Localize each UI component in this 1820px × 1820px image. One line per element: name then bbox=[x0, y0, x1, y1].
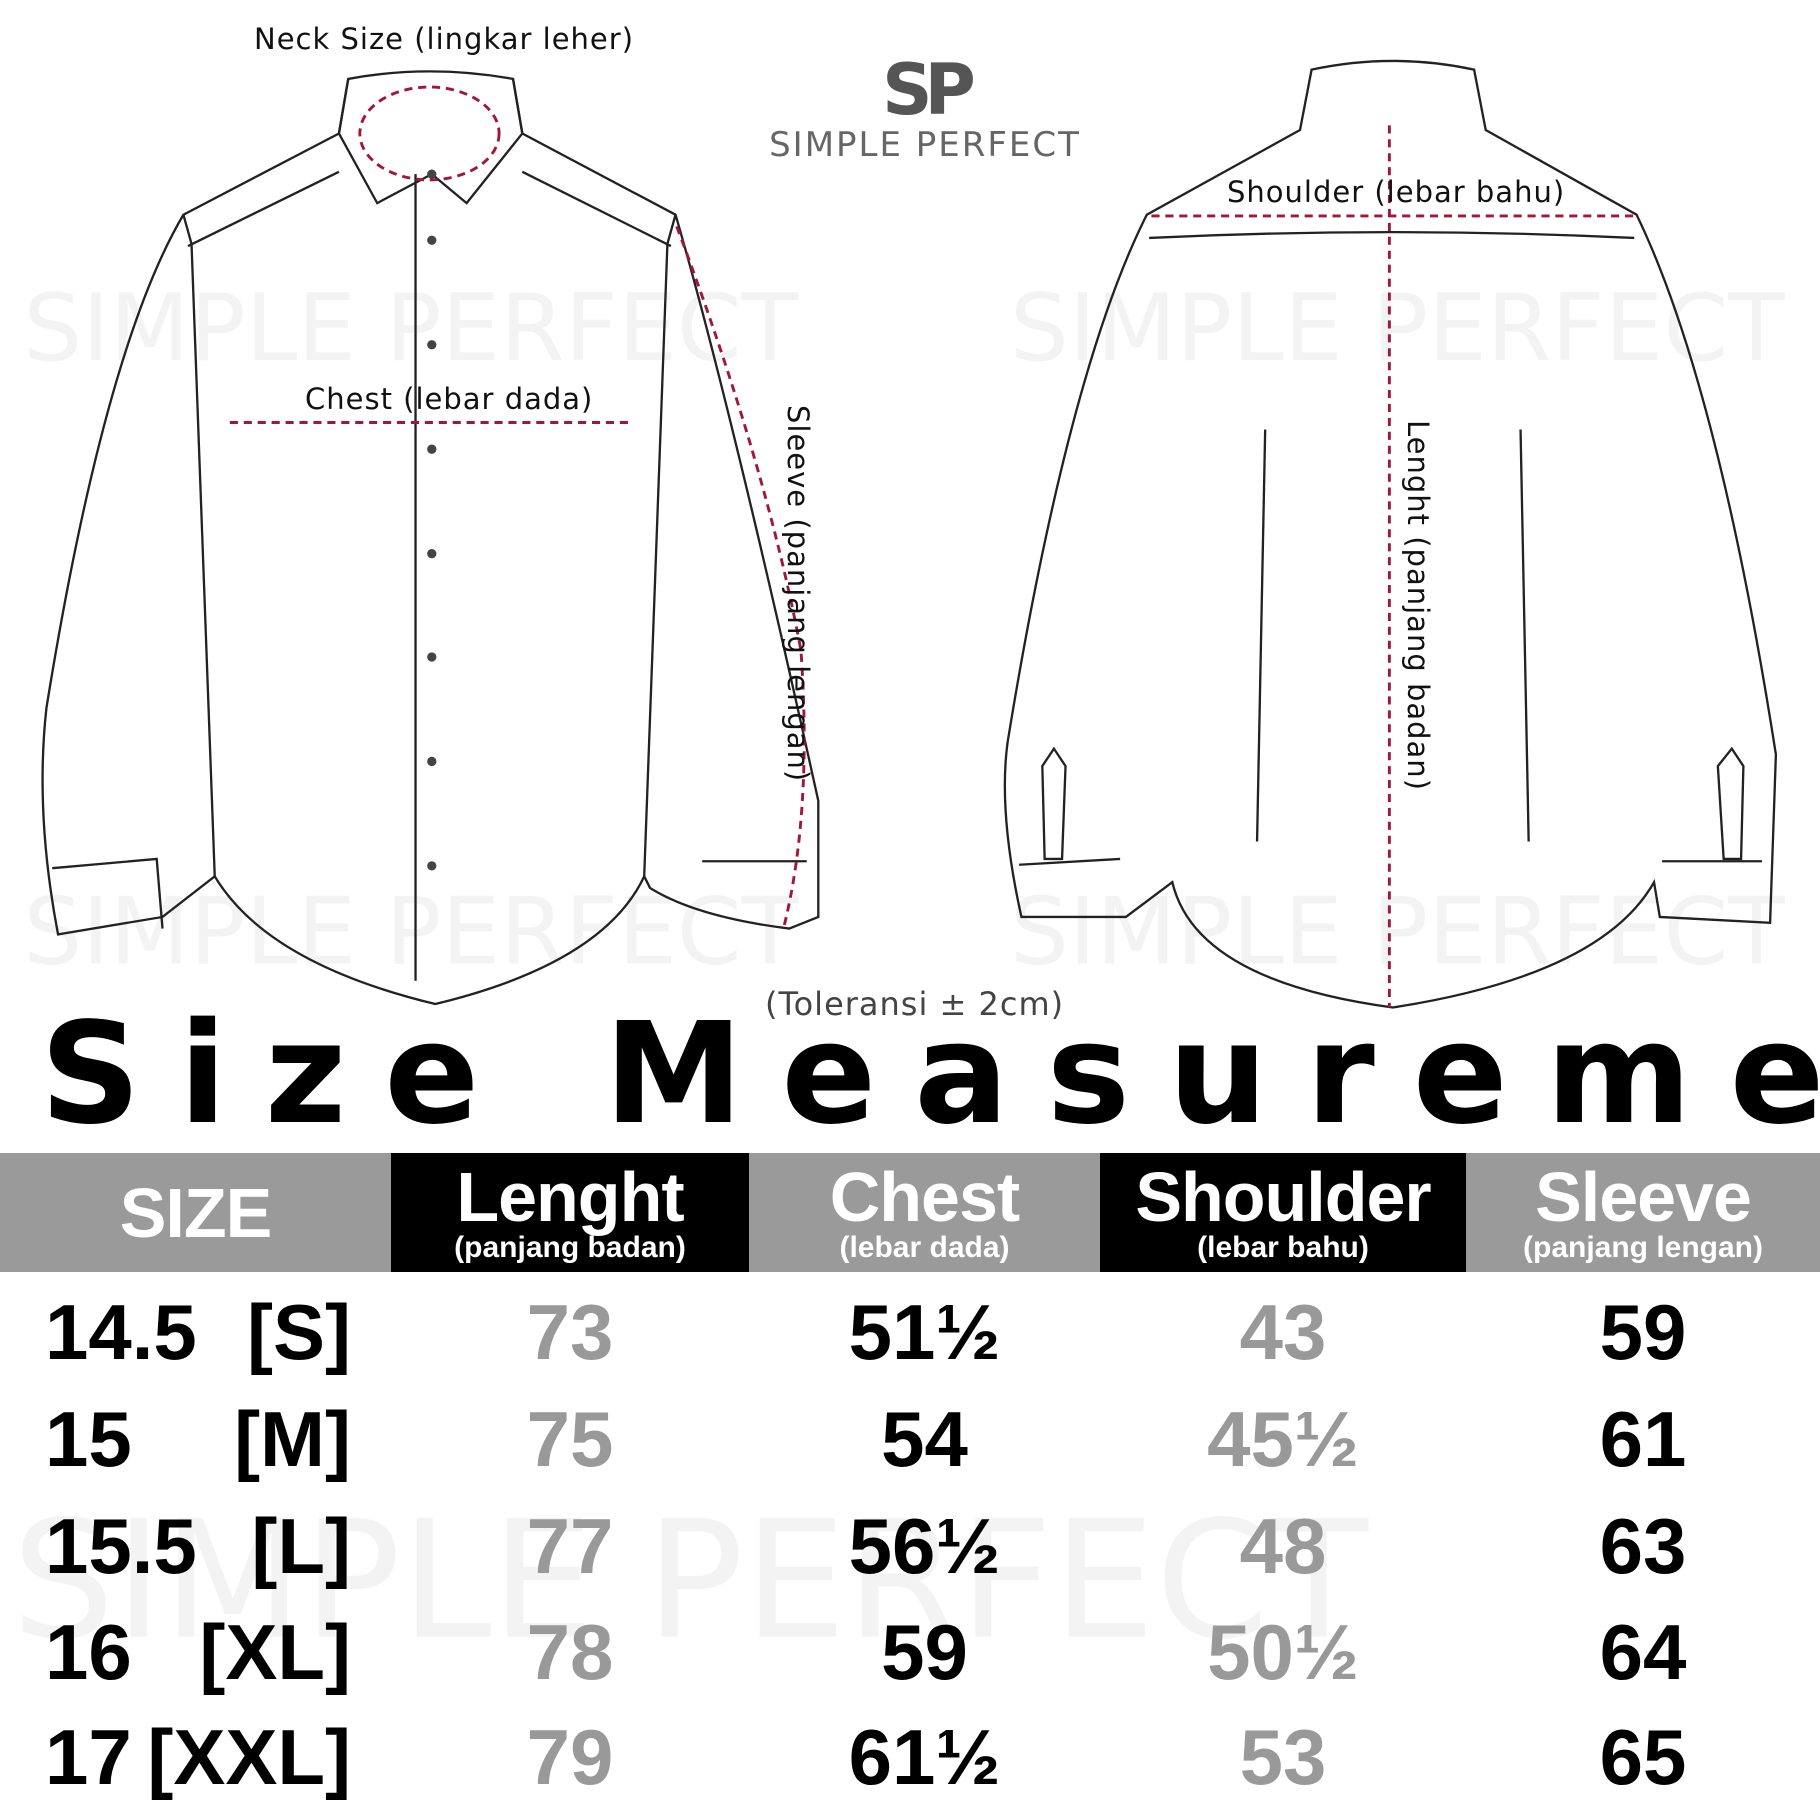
header-shoulder-sub: (lebar bahu) bbox=[1197, 1230, 1369, 1264]
brand-mark: SP bbox=[882, 49, 976, 131]
chest-value: 54 bbox=[881, 1394, 968, 1483]
table-header: SIZE Lenght (panjang badan) Chest (lebar d… bbox=[0, 1153, 1820, 1272]
chest-value: 61½ bbox=[848, 1712, 1001, 1801]
size-cell: 17 [XXL] bbox=[0, 1712, 391, 1803]
header-size-label: SIZE bbox=[119, 1173, 273, 1252]
size-code: [XL] bbox=[199, 1607, 351, 1696]
shoulder-value: 53 bbox=[1239, 1712, 1327, 1801]
length-value: 77 bbox=[526, 1501, 614, 1590]
length-value: 79 bbox=[526, 1712, 614, 1801]
table-row: 14.5 [S] 73 51½ 43 59 bbox=[0, 1279, 1820, 1385]
shoulder-label: Shoulder (lebar bahu) bbox=[1227, 175, 1566, 209]
size-code: [L] bbox=[251, 1501, 351, 1590]
measure-lines bbox=[229, 85, 1635, 1008]
sleeve-value: 61 bbox=[1599, 1394, 1687, 1483]
size-code: [M] bbox=[234, 1394, 351, 1483]
header-length: Lenght (panjang badan) bbox=[391, 1153, 749, 1272]
sleeve-value: 63 bbox=[1599, 1501, 1687, 1590]
brand-name: SIMPLE PERFECT bbox=[769, 125, 1081, 165]
header-sleeve-sub: (panjang lengan) bbox=[1523, 1230, 1763, 1264]
sleeve-value: 64 bbox=[1599, 1607, 1687, 1696]
neck-size: 15.5 bbox=[45, 1501, 197, 1590]
header-size: SIZE bbox=[0, 1153, 391, 1272]
sleeve-value: 59 bbox=[1599, 1287, 1687, 1376]
table-row: 16 [XL] 78 59 50½ 64 bbox=[0, 1599, 1820, 1705]
brand-logo: SP SIMPLE PERFECT bbox=[760, 55, 1090, 165]
size-code: [S] bbox=[247, 1287, 351, 1376]
back-shirt bbox=[1003, 59, 1778, 1009]
header-chest-label: Chest bbox=[829, 1157, 1020, 1236]
neck-label: Neck Size (lingkar leher) bbox=[254, 22, 635, 56]
sleeve-label: Sleeve (panjang lengan) bbox=[781, 405, 815, 783]
chest-value: 56½ bbox=[848, 1501, 1001, 1590]
header-shoulder-label: Shoulder bbox=[1135, 1157, 1431, 1236]
chest-value: 51½ bbox=[848, 1287, 1001, 1376]
svg-text:SIMPLE PERFECT: SIMPLE PERFECT bbox=[12, 1487, 1369, 1676]
header-length-label: Lenght bbox=[456, 1157, 684, 1236]
page-title: Size Measurements bbox=[40, 993, 1820, 1156]
length-value: 75 bbox=[526, 1394, 614, 1483]
header-length-sub: (panjang badan) bbox=[454, 1230, 686, 1264]
shoulder-value: 43 bbox=[1239, 1287, 1327, 1376]
neck-size: 14.5 bbox=[45, 1287, 197, 1376]
svg-text:SIMPLE PERFECT: SIMPLE PERFECT bbox=[23, 877, 798, 985]
tolerance-note: (Toleransi ± 2cm) bbox=[765, 985, 1065, 1023]
sleeve-value: 65 bbox=[1599, 1712, 1687, 1801]
table-row: 15.5 [L] 77 56½ 48 63 bbox=[0, 1493, 1820, 1599]
header-chest-sub: (lebar dada) bbox=[839, 1230, 1010, 1264]
shoulder-value: 50½ bbox=[1207, 1607, 1359, 1696]
length-value: 73 bbox=[526, 1287, 614, 1376]
length-value: 78 bbox=[526, 1607, 614, 1696]
header-sleeve-label: Sleeve bbox=[1535, 1157, 1752, 1236]
shoulder-value: 45½ bbox=[1207, 1394, 1359, 1483]
length-label: Lenght (panjang badan) bbox=[1401, 420, 1435, 792]
size-cell: 14.5 [S] bbox=[0, 1287, 391, 1378]
svg-text:SIMPLE PERFECT: SIMPLE PERFECT bbox=[1010, 877, 1785, 985]
chest-label: Chest (lebar dada) bbox=[305, 382, 594, 416]
table-row: 15 [M] 75 54 45½ 61 bbox=[0, 1386, 1820, 1492]
neck-size: 16 bbox=[45, 1607, 132, 1696]
header-shoulder: Shoulder (lebar bahu) bbox=[1100, 1153, 1466, 1272]
size-cell: 15 [M] bbox=[0, 1394, 391, 1485]
chest-value: 59 bbox=[881, 1607, 968, 1696]
table-row: 17 [XXL] 79 61½ 53 65 bbox=[0, 1704, 1820, 1810]
svg-text:SIMPLE PERFECT: SIMPLE PERFECT bbox=[1010, 274, 1785, 382]
header-chest: Chest (lebar dada) bbox=[749, 1153, 1100, 1272]
size-cell: 15.5 [L] bbox=[0, 1501, 391, 1592]
neck-size: 15 bbox=[45, 1394, 132, 1483]
header-sleeve: Sleeve (panjang lengan) bbox=[1466, 1153, 1820, 1272]
front-shirt bbox=[41, 70, 820, 1006]
shoulder-value: 48 bbox=[1239, 1501, 1327, 1590]
size-cell: 16 [XL] bbox=[0, 1607, 391, 1698]
neck-size: 17 bbox=[45, 1712, 132, 1801]
size-code: [XXL] bbox=[147, 1712, 351, 1801]
svg-text:SIMPLE PERFECT: SIMPLE PERFECT bbox=[23, 274, 798, 382]
